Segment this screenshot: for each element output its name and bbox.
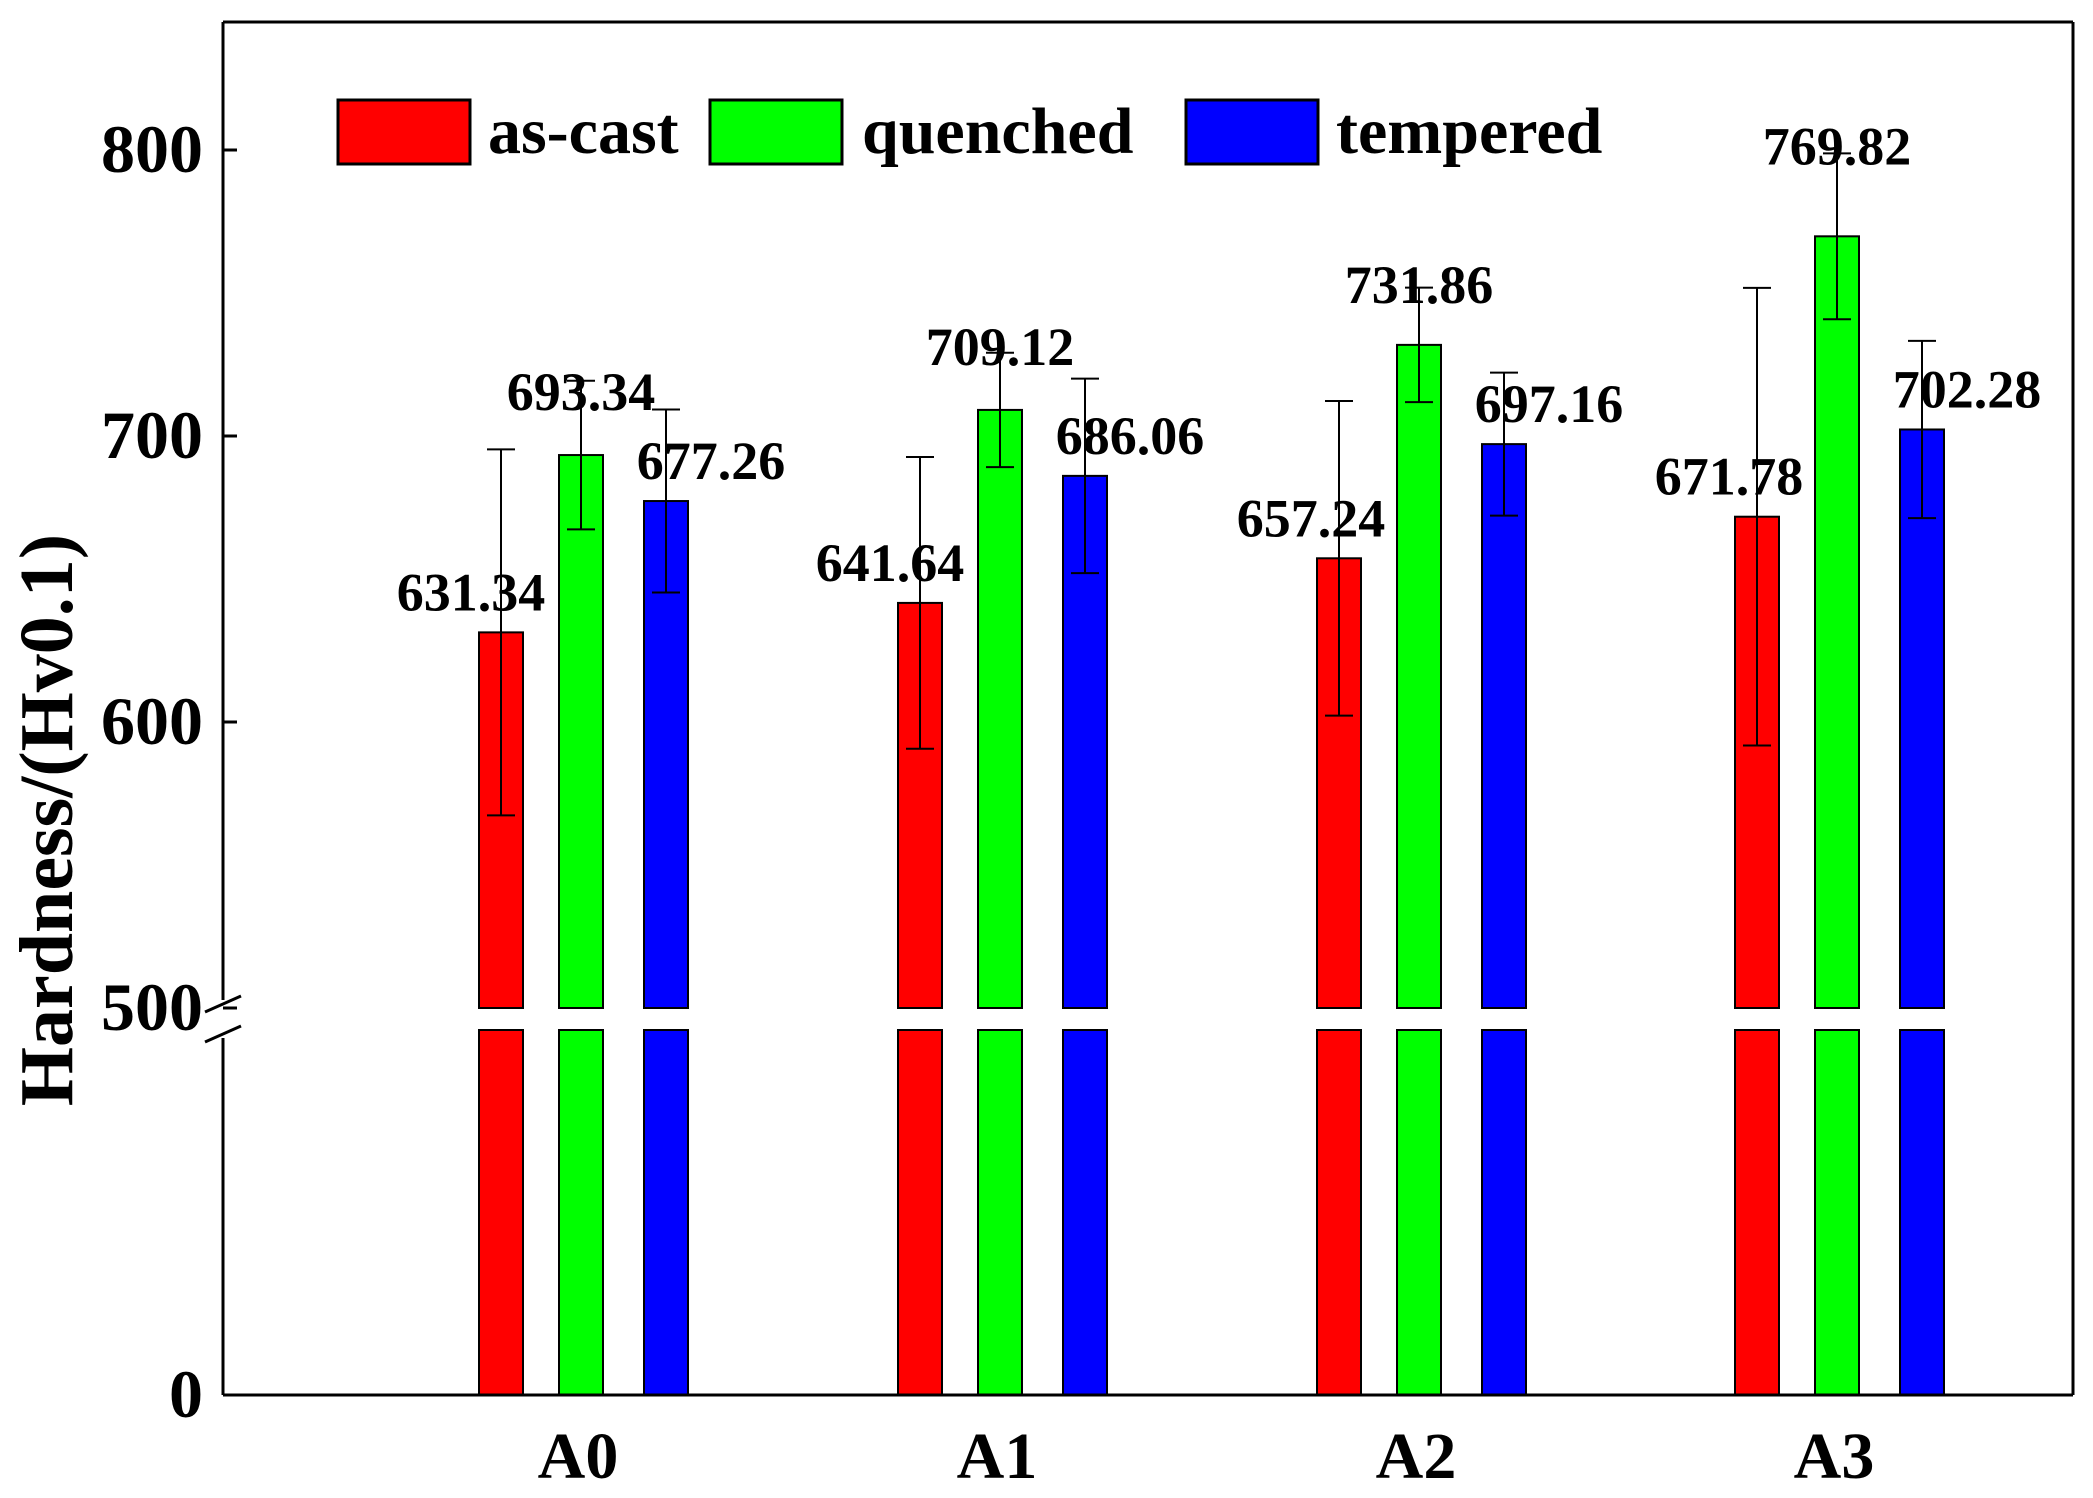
bar-as-cast-A2-lower xyxy=(1316,1029,1362,1396)
bar-tempered-A1-lower xyxy=(1062,1029,1108,1396)
y-tick-label-0: 0 xyxy=(169,1356,203,1432)
bar-quenched-A3 xyxy=(1814,235,1860,1009)
bar-quenched-A1 xyxy=(977,408,1023,1009)
value-label-quenched-A2: 731.86 xyxy=(1345,255,1494,315)
x-tick-label-A2: A2 xyxy=(1376,1420,1457,1493)
legend-label-as-cast: as-cast xyxy=(488,95,679,168)
y-tick-label-800: 800 xyxy=(101,111,203,187)
y-tick-label-500: 500 xyxy=(101,969,203,1045)
value-label-as-cast-A1: 641.64 xyxy=(816,533,965,593)
value-label-tempered-A2: 697.16 xyxy=(1475,374,1624,434)
bar-as-cast-A0-lower xyxy=(478,1029,524,1396)
value-label-as-cast-A3: 671.78 xyxy=(1655,447,1804,507)
bar-tempered-A2 xyxy=(1481,443,1527,1010)
bar-tempered-A0-lower xyxy=(643,1029,689,1396)
axis-break-mark-upper xyxy=(204,994,242,1014)
x-tick-label-A3: A3 xyxy=(1794,1420,1875,1493)
value-labels: 631.34 641.64 657.24 671.78 693.34 709.12 731.… xyxy=(397,116,2042,622)
bars xyxy=(478,235,1945,1396)
legend: as-cast quenched tempered xyxy=(336,95,1602,168)
bar-as-cast-A1-lower xyxy=(897,1029,943,1396)
axes: 0 500 600 700 800 A0 A1 A2 A3 Hardness/(Hv0.1) xyxy=(5,20,2075,1493)
bar-tempered-A3 xyxy=(1899,428,1945,1009)
legend-label-tempered: tempered xyxy=(1336,95,1602,168)
x-tick-label-A1: A1 xyxy=(957,1420,1038,1493)
value-label-tempered-A3: 702.28 xyxy=(1893,359,2042,419)
value-label-as-cast-A2: 657.24 xyxy=(1237,488,1386,548)
bar-quenched-A2-lower xyxy=(1396,1029,1442,1396)
bar-tempered-A2-lower xyxy=(1481,1029,1527,1396)
bar-quenched-A2 xyxy=(1396,343,1442,1010)
value-label-quenched-A1: 709.12 xyxy=(926,317,1075,377)
y-axis-title: Hardness/(Hv0.1) xyxy=(5,534,89,1106)
legend-swatch-tempered xyxy=(1184,98,1320,166)
axis-break-mark-lower xyxy=(204,1024,242,1044)
bar-quenched-A0-lower xyxy=(558,1029,604,1396)
x-tick-label-A0: A0 xyxy=(538,1420,619,1493)
bar-as-cast-A3 xyxy=(1734,515,1780,1010)
value-label-tempered-A1: 686.06 xyxy=(1056,406,1205,466)
y-tick-label-600: 600 xyxy=(101,683,203,759)
legend-label-quenched: quenched xyxy=(862,95,1133,168)
y-tick-label-700: 700 xyxy=(101,397,203,473)
legend-swatch-as-cast xyxy=(336,98,472,166)
value-label-quenched-A0: 693.34 xyxy=(507,362,656,422)
value-label-as-cast-A0: 631.34 xyxy=(397,562,546,622)
bar-tempered-A0 xyxy=(643,500,689,1009)
bar-as-cast-A3-lower xyxy=(1734,1029,1780,1396)
legend-swatch-quenched xyxy=(708,98,844,166)
bar-quenched-A1-lower xyxy=(977,1029,1023,1396)
bar-quenched-A3-lower xyxy=(1814,1029,1860,1396)
value-label-quenched-A3: 769.82 xyxy=(1763,116,1912,176)
bar-quenched-A0 xyxy=(558,454,604,1009)
error-bars xyxy=(487,152,1936,817)
bar-tempered-A3-lower xyxy=(1899,1029,1945,1396)
value-label-tempered-A0: 677.26 xyxy=(637,431,786,491)
